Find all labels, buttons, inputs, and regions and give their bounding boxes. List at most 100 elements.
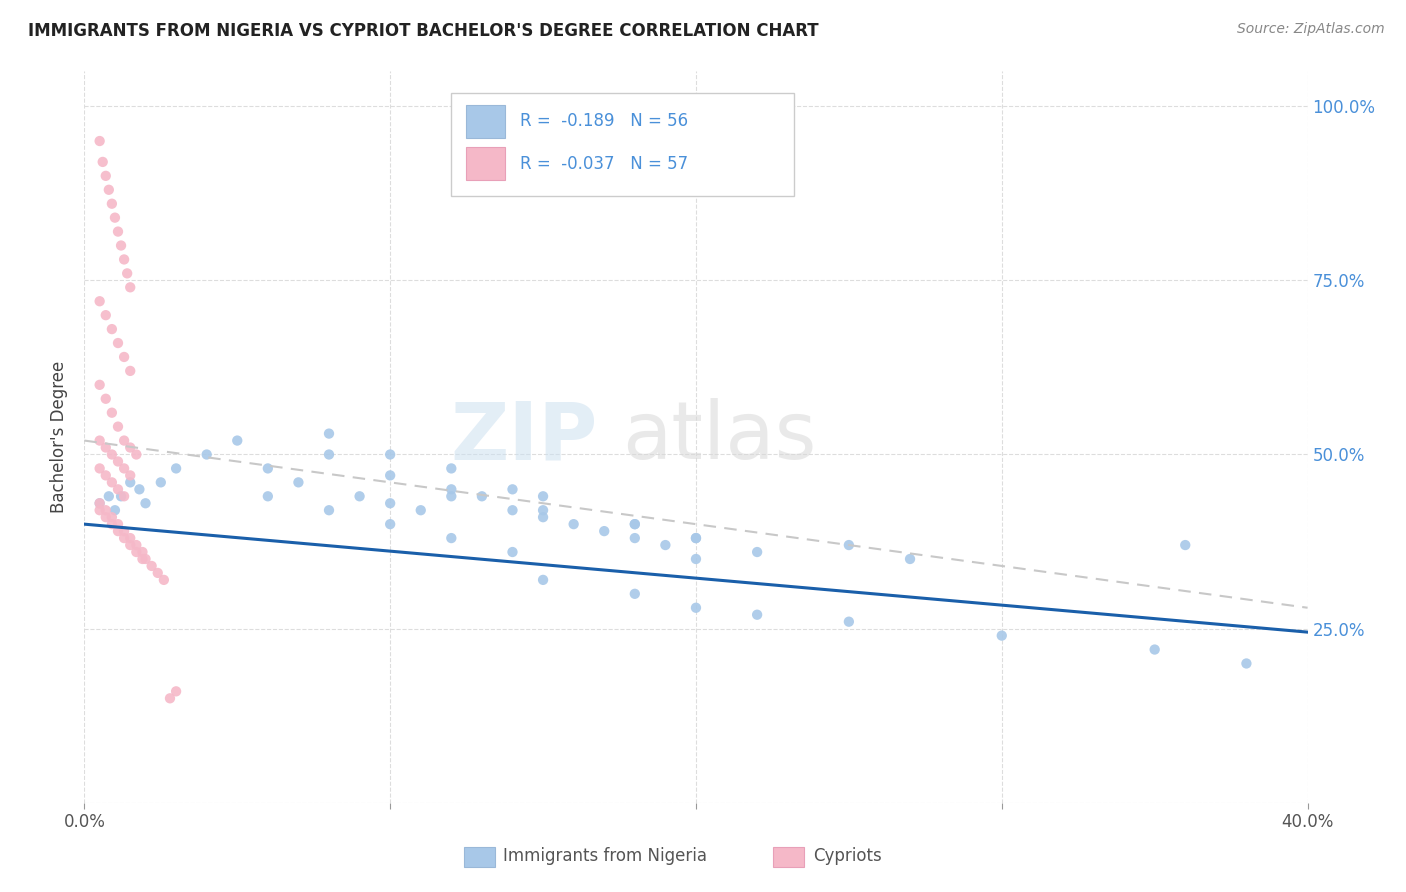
Point (89, 461, 111, 475)
Point (101, 448, 124, 462)
Point (89, 496, 111, 510)
Point (257, 489, 280, 503)
Point (562, 517, 585, 532)
Point (141, 558, 163, 573)
Point (226, 434, 249, 448)
Point (471, 489, 494, 503)
Point (128, 483, 150, 497)
Point (107, 454, 129, 468)
Point (89, 294, 111, 309)
Point (440, 531, 463, 545)
Point (104, 503, 127, 517)
Point (89, 434, 111, 448)
Point (110, 489, 132, 503)
Point (89, 377, 111, 392)
Point (120, 468, 142, 483)
Point (654, 538, 676, 552)
Point (112, 489, 135, 503)
Y-axis label: Bachelor's Degree: Bachelor's Degree (51, 361, 69, 513)
Point (110, 238, 132, 252)
Point (112, 434, 135, 448)
Point (91, 155, 114, 169)
Point (318, 426, 340, 441)
Point (125, 448, 148, 462)
Point (685, 552, 707, 566)
Point (101, 510, 124, 524)
Point (112, 461, 135, 475)
Point (112, 531, 135, 545)
Point (120, 441, 142, 455)
Point (89, 496, 111, 510)
Point (125, 545, 148, 559)
Point (747, 607, 769, 622)
Point (380, 517, 402, 532)
Point (1174, 538, 1197, 552)
Point (380, 468, 402, 483)
Point (531, 489, 554, 503)
Point (1236, 657, 1258, 671)
Point (1143, 642, 1166, 657)
Point (94, 468, 117, 483)
Point (624, 531, 647, 545)
Point (135, 496, 157, 510)
Point (257, 461, 280, 475)
Point (101, 475, 124, 490)
Point (531, 510, 554, 524)
Point (287, 475, 309, 490)
Bar (465, 104, 505, 137)
Point (502, 483, 524, 497)
Point (107, 517, 129, 532)
Point (624, 517, 647, 532)
Point (120, 538, 142, 552)
Point (97, 183, 120, 197)
Point (131, 545, 153, 559)
Point (440, 489, 463, 503)
Point (685, 600, 707, 615)
FancyBboxPatch shape (451, 94, 794, 195)
Point (89, 503, 111, 517)
Point (318, 503, 340, 517)
Point (502, 545, 524, 559)
Text: R =  -0.189   N = 56: R = -0.189 N = 56 (520, 112, 688, 130)
Point (747, 545, 769, 559)
Point (89, 134, 111, 148)
Text: IMMIGRANTS FROM NIGERIA VS CYPRIOT BACHELOR'S DEGREE CORRELATION CHART: IMMIGRANTS FROM NIGERIA VS CYPRIOT BACHE… (28, 22, 818, 40)
Point (318, 448, 340, 462)
Point (112, 252, 135, 267)
Point (685, 531, 707, 545)
Point (94, 503, 117, 517)
Point (101, 517, 124, 532)
Point (409, 503, 432, 517)
Point (898, 552, 921, 566)
Point (380, 448, 402, 462)
Point (153, 573, 176, 587)
Point (838, 615, 860, 629)
Point (838, 538, 860, 552)
Point (101, 406, 124, 420)
Point (107, 483, 129, 497)
Point (195, 448, 218, 462)
Point (94, 169, 117, 183)
Point (94, 392, 117, 406)
Point (159, 691, 181, 706)
Point (149, 475, 172, 490)
Point (624, 517, 647, 532)
Text: ZIP: ZIP (451, 398, 598, 476)
Point (165, 684, 187, 698)
Point (120, 531, 142, 545)
Point (101, 322, 124, 336)
Point (94, 510, 117, 524)
Point (624, 587, 647, 601)
Point (146, 566, 169, 580)
Text: Cypriots: Cypriots (813, 847, 882, 865)
Point (440, 461, 463, 475)
Point (101, 196, 124, 211)
Point (131, 552, 153, 566)
Point (97, 489, 120, 503)
Point (440, 483, 463, 497)
Text: Immigrants from Nigeria: Immigrants from Nigeria (503, 847, 707, 865)
Point (107, 225, 129, 239)
Point (125, 538, 148, 552)
Point (112, 350, 135, 364)
Bar (465, 147, 505, 180)
